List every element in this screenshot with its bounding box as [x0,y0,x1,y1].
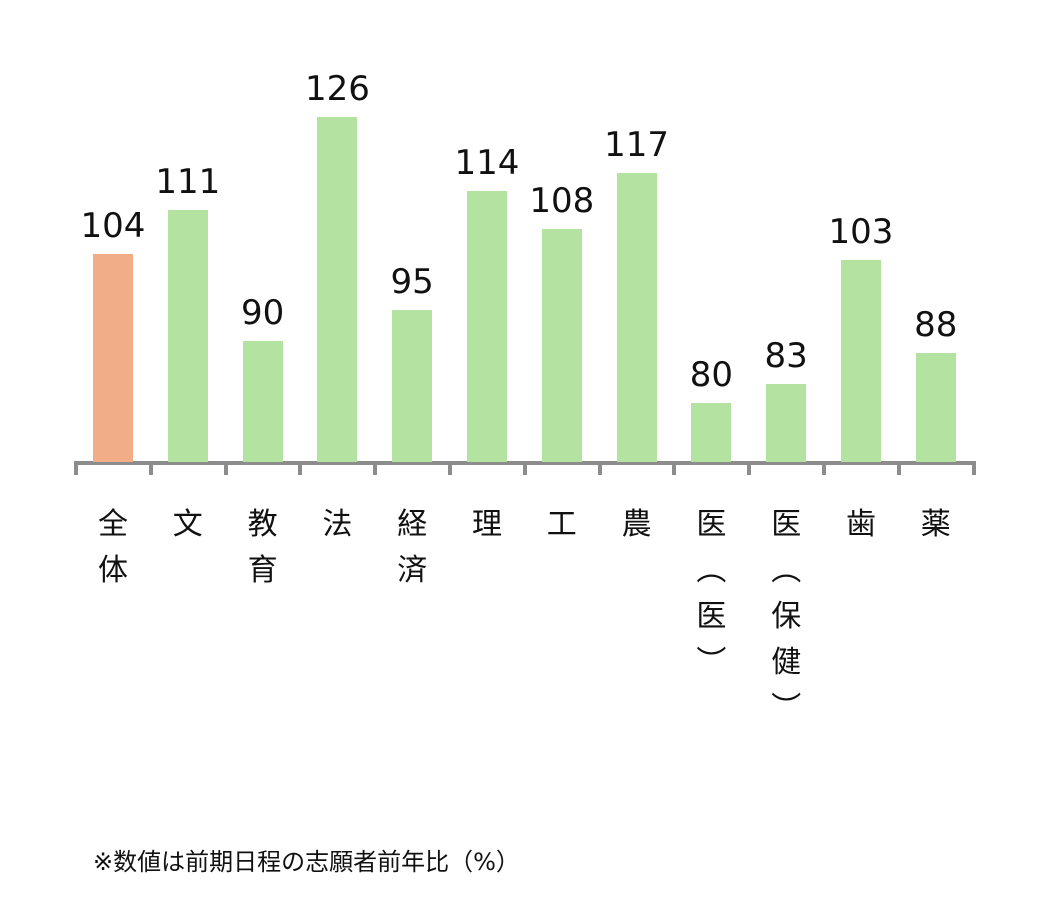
category-label: 医 ︵ 医 ︶ [696,507,727,680]
x-axis-tick [822,461,826,475]
category-label: 歯 [846,507,876,542]
bar-value-label: 83 [764,336,808,377]
bar [93,253,133,462]
bar-value-label: 95 [390,261,434,302]
bar-value-label: 104 [80,205,146,246]
category-label: 全 体 [98,507,128,588]
category-label: 工 [546,507,577,542]
bar [915,353,956,462]
category-label: 理 [472,507,502,542]
bar-value-label: 111 [155,162,221,203]
x-axis-tick [896,461,901,475]
category-label: 教 育 [247,507,278,588]
category-label: 医 ︵ 保 健 ︶ [771,507,802,726]
bar-value-label: 117 [604,124,670,165]
bar-value-label: 90 [240,292,285,333]
bar [841,259,881,462]
x-axis-tick [747,461,752,475]
bar [541,228,582,462]
bar [467,191,507,462]
x-axis-tick [223,461,228,475]
bar-value-label: 114 [454,143,520,184]
category-label: 法 [322,507,353,542]
bar [167,210,208,462]
bar-value-label: 80 [689,354,734,395]
bar-value-label: 126 [304,68,370,109]
x-axis-tick [971,461,976,475]
category-label: 薬 [920,507,951,542]
x-axis-tick [448,461,452,475]
bar [317,116,358,462]
chart-footnote: ※数値は前期日程の志願者前年比（%） [93,848,520,876]
bar [392,309,433,462]
bar-value-label: 103 [828,211,894,252]
bar [766,384,807,462]
category-label: 経 済 [397,507,428,588]
category-label: 農 [621,507,652,542]
bar-value-label: 88 [914,305,958,346]
bar [616,172,657,462]
bar-value-label: 108 [529,180,595,221]
x-axis-tick [74,461,78,475]
x-axis-tick [298,461,303,475]
x-axis-tick [522,461,527,475]
bar [242,340,283,462]
x-axis-tick [148,461,153,475]
x-axis-tick [672,461,677,475]
bar [691,402,732,462]
x-axis-tick [597,461,602,475]
category-label: 文 [172,507,203,542]
x-axis-tick [373,461,378,475]
